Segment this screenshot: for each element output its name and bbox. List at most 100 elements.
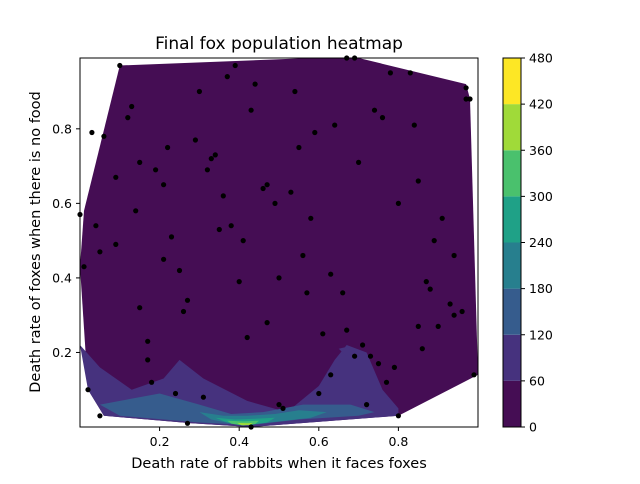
sample-point (204, 167, 210, 173)
colorbar-tick-label: 60 (529, 373, 545, 388)
sample-point (451, 312, 457, 318)
sample-point (264, 320, 270, 326)
sample-point (387, 70, 393, 76)
sample-point (364, 402, 370, 408)
sample-point (145, 357, 151, 363)
x-tick-label: 0.2 (150, 434, 170, 449)
sample-point (419, 346, 425, 352)
colorbar-band (503, 196, 521, 243)
sample-point (137, 305, 143, 311)
sample-point (423, 279, 429, 285)
sample-point (328, 271, 334, 277)
sample-point (411, 122, 417, 128)
colorbar-band (503, 150, 521, 197)
sample-point (308, 215, 314, 221)
sample-point (427, 286, 433, 292)
sample-point (383, 379, 390, 385)
chart-title: Final fox population heatmap (155, 34, 403, 54)
colorbar-band (503, 242, 521, 289)
sample-point (97, 413, 103, 419)
sample-point (208, 156, 214, 162)
sample-point (85, 387, 91, 393)
x-axis-label: Death rate of rabbits when it faces foxe… (131, 456, 427, 472)
sample-point (391, 364, 397, 370)
x-tick-label: 0.8 (388, 434, 408, 449)
plot-frame (79, 57, 479, 428)
colorbar-band (503, 58, 521, 105)
sample-point (117, 62, 123, 69)
sample-point (232, 62, 238, 69)
sample-point (161, 256, 167, 262)
sample-point (379, 115, 386, 121)
sample-point (316, 390, 322, 397)
sample-point (161, 182, 167, 188)
sample-point (415, 323, 421, 329)
sample-point (451, 252, 457, 259)
sample-point (471, 372, 477, 378)
y-tick-label: 0.6 (52, 196, 72, 211)
colorbar-band (503, 104, 521, 151)
y-axis-label: Death rate of foxes when there is no foo… (28, 91, 44, 393)
sample-point (184, 297, 191, 303)
sample-point (89, 129, 95, 136)
sample-point (137, 159, 143, 165)
sample-point (212, 152, 218, 158)
colorbar-tick-label: 300 (529, 189, 553, 204)
sample-point (439, 215, 445, 221)
sample-point (304, 290, 310, 296)
sample-point (165, 144, 171, 151)
x-axis: 0.2 0.4 0.6 0.8 (150, 427, 408, 449)
sample-point (344, 327, 350, 333)
sample-point (240, 238, 246, 244)
sample-point (467, 96, 473, 102)
sample-point (288, 189, 294, 195)
sample-point (196, 88, 202, 95)
y-tick-label: 0.4 (52, 270, 72, 285)
x-tick-label: 0.6 (309, 434, 329, 449)
sample-point (340, 290, 346, 296)
sample-point (272, 200, 278, 206)
y-tick-label: 0.8 (52, 121, 72, 136)
sample-point (395, 200, 401, 206)
sample-point (276, 275, 282, 281)
sample-point (296, 144, 302, 151)
sample-point (320, 331, 326, 337)
sample-point (375, 361, 382, 367)
sample-point (101, 133, 107, 139)
sample-point (367, 353, 374, 359)
sample-point (93, 223, 99, 229)
sample-point (153, 167, 159, 173)
sample-point (407, 70, 413, 76)
sample-point (395, 413, 401, 419)
y-axis: 0.2 0.4 0.6 0.8 (52, 121, 80, 360)
sample-point (264, 182, 270, 188)
sample-point (244, 334, 250, 341)
sample-point (280, 405, 286, 411)
heatmap-base-region (80, 58, 478, 427)
sample-point (176, 267, 183, 274)
y-tick-label: 0.2 (52, 345, 72, 360)
colorbar-band (503, 334, 521, 381)
sample-point (125, 115, 131, 121)
sample-point (352, 353, 358, 359)
colorbar: 0 60 120 180 240 300 360 420 480 (502, 51, 553, 435)
colorbar-tick-label: 0 (529, 420, 537, 435)
sample-point (463, 85, 469, 91)
sample-point (360, 342, 366, 348)
sample-point (216, 226, 222, 233)
sample-point (192, 137, 198, 143)
sample-point (447, 301, 453, 307)
sample-point (300, 252, 306, 259)
sample-point (129, 103, 135, 110)
plot-area (77, 55, 478, 430)
sample-point (252, 81, 258, 87)
sample-point (328, 372, 334, 378)
sample-point (463, 96, 469, 102)
sample-point (236, 279, 242, 285)
colorbar-tick-label: 420 (529, 97, 553, 112)
sample-point (228, 223, 234, 229)
heatmap-band-6 (338, 346, 353, 357)
sample-point (371, 107, 378, 113)
